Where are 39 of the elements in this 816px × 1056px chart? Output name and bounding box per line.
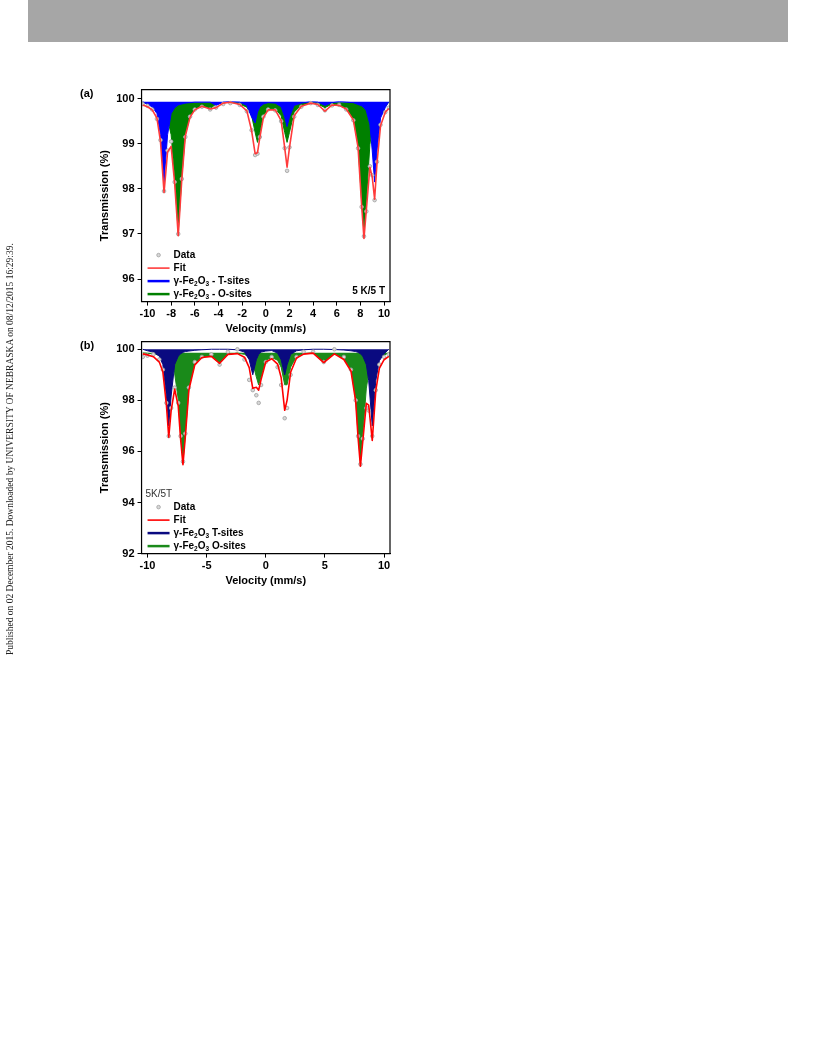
- x-tick-label: -2: [237, 307, 248, 320]
- x-tick-label: -4: [213, 307, 225, 320]
- x-tick-label: -8: [166, 307, 177, 320]
- x-axis-title: Velocity (mm/s): [225, 574, 307, 587]
- legend-label: Fit: [173, 261, 187, 273]
- y-axis-title: Transmission (%): [97, 149, 110, 242]
- chart-title: (a): [80, 86, 94, 99]
- y-tick-label: 92: [122, 546, 135, 559]
- x-tick-label: 10: [377, 559, 391, 572]
- x-tick-label: 6: [333, 307, 340, 320]
- x-tick-label: 0: [262, 559, 269, 572]
- x-tick-label: -5: [201, 559, 212, 572]
- y-tick-label: 99: [122, 136, 135, 149]
- y-tick-label: 100: [116, 342, 135, 355]
- chart-title: (b): [80, 338, 95, 351]
- y-tick-label: 96: [122, 272, 135, 285]
- x-tick-label: 8: [357, 307, 364, 320]
- legend-title: 5K/5T: [145, 487, 173, 499]
- x-tick-label: 0: [262, 307, 269, 320]
- y-axis-title: Transmission (%): [97, 401, 110, 494]
- legend-label: Data: [173, 248, 196, 260]
- y-tick-label: 100: [116, 91, 135, 104]
- y-tick-label: 98: [122, 393, 135, 406]
- x-tick-label: 4: [310, 307, 318, 320]
- y-tick-label: 94: [122, 495, 136, 508]
- y-tick-label: 98: [122, 181, 135, 194]
- x-tick-label: -6: [189, 307, 200, 320]
- annotation: 5 K/5 T: [352, 285, 386, 297]
- x-axis-title: Velocity (mm/s): [225, 322, 307, 335]
- x-tick-label: 2: [286, 307, 293, 320]
- y-tick-label: 96: [122, 444, 135, 457]
- y-tick-label: 97: [122, 226, 135, 239]
- text: Published on 02 December 2015. Downloaded by UNIVERSITY OF NEBRASKA on 08/12/2015 16:29:39.: [5, 243, 15, 655]
- x-tick-label: -10: [139, 559, 156, 572]
- x-tick-label: 10: [377, 307, 391, 320]
- legend-label: Data: [173, 500, 196, 512]
- x-tick-label: 5: [321, 559, 328, 572]
- x-tick-label: -10: [139, 307, 156, 320]
- legend-label: Fit: [173, 513, 187, 525]
